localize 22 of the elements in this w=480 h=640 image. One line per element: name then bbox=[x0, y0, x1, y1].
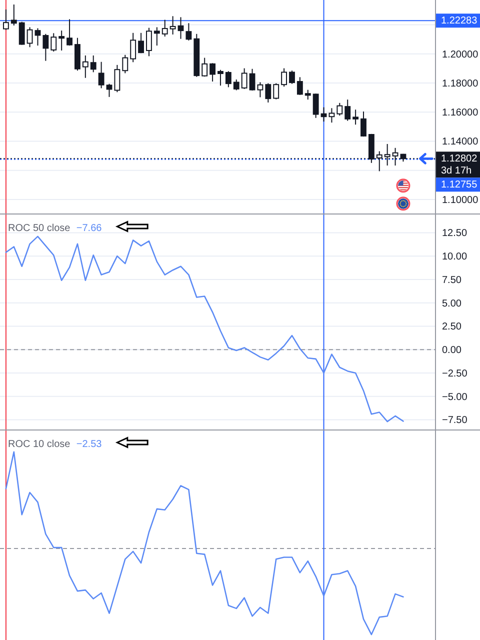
y-tick-label: 1.14000 bbox=[442, 136, 479, 148]
y-tick-label: 5.00 bbox=[442, 298, 462, 310]
y-tick-label: 1.10000 bbox=[442, 194, 479, 206]
y-tick-label: 1.20000 bbox=[442, 49, 479, 60]
text: ROC 50 close bbox=[8, 223, 71, 234]
y-tick-label: 12.50 bbox=[442, 228, 468, 240]
y-tick-label: −5.00 bbox=[442, 392, 468, 403]
y-tick-label: −2.50 bbox=[442, 368, 468, 380]
y-tick-label: 2.50 bbox=[442, 322, 462, 333]
y-tick-label: 7.50 bbox=[442, 274, 462, 286]
y-tick-label: 1.18000 bbox=[442, 78, 479, 90]
ref-line-label: 1.12802 bbox=[441, 154, 478, 165]
y-tick-label: 10.00 bbox=[442, 252, 468, 263]
y-tick-label: −7.50 bbox=[442, 415, 468, 426]
y-tick-label: 0.00 bbox=[442, 345, 462, 356]
ref-line-label: 1.12755 bbox=[441, 180, 478, 191]
chart-title: ROC 10 close bbox=[8, 439, 71, 450]
annotation: −7.66 bbox=[76, 223, 102, 234]
text: 3d 17h bbox=[441, 166, 472, 177]
text: −2.53 bbox=[76, 439, 102, 450]
y-tick-label: 1.16000 bbox=[442, 108, 479, 119]
ref-line-label: 1.22283 bbox=[441, 16, 478, 27]
